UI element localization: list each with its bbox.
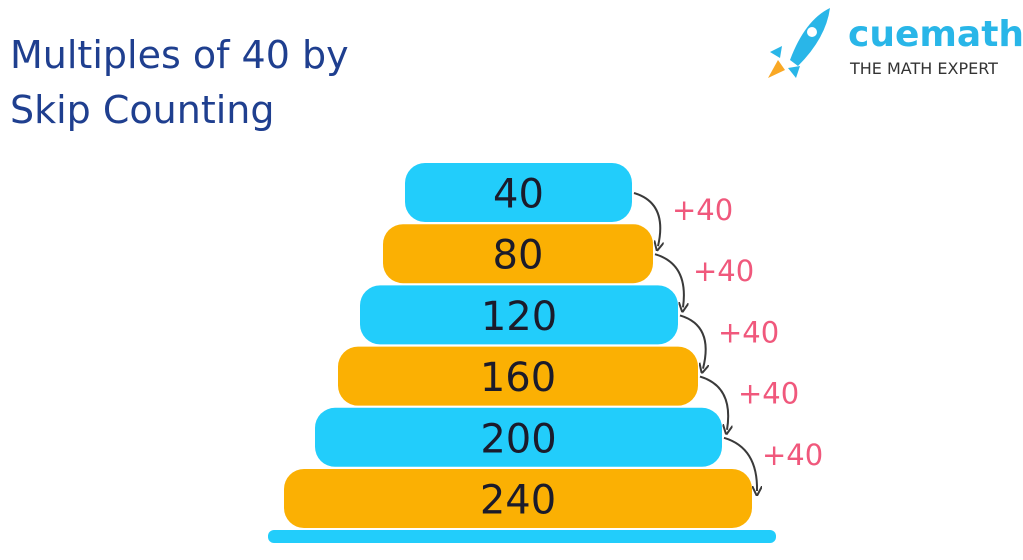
block: [360, 285, 678, 345]
title-line: Skip Counting: [10, 88, 275, 132]
step-label: +40: [672, 193, 733, 227]
base-bar: [268, 530, 776, 543]
block-label: 200: [480, 416, 556, 462]
step-arrow: [699, 375, 728, 430]
block: [383, 224, 653, 284]
step-label: +40: [718, 315, 779, 349]
step-arrow: [633, 192, 660, 246]
tagline: THE MATH EXPERT: [849, 59, 998, 78]
step-arrow: [654, 253, 684, 307]
block: [315, 407, 722, 467]
block-label: 240: [480, 478, 556, 524]
block: [284, 469, 752, 528]
block-label: 80: [493, 233, 544, 279]
block: [405, 163, 632, 222]
step-label: +40: [762, 438, 823, 472]
block-label: 40: [493, 172, 544, 218]
rocket-icon: [768, 8, 830, 78]
block-label: 120: [481, 294, 557, 340]
step-arrow: [679, 314, 706, 368]
step-label: +40: [693, 254, 754, 288]
step-label: +40: [738, 377, 799, 411]
block-label: 160: [480, 355, 556, 401]
block: [338, 346, 698, 406]
step-arrow: [723, 436, 757, 491]
title-line: Multiples of 40 by: [10, 33, 349, 77]
brand: cuemath: [848, 14, 1023, 55]
